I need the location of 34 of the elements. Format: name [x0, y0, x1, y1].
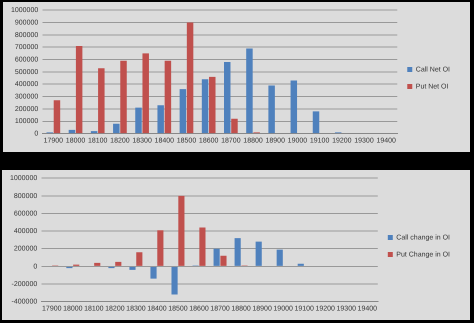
- bar: [202, 79, 208, 134]
- bar: [94, 262, 100, 266]
- bar: [234, 238, 241, 266]
- bar: [142, 53, 149, 134]
- bar: [68, 130, 76, 134]
- bar: [214, 248, 220, 266]
- bar: [164, 60, 172, 134]
- bar: [171, 266, 178, 295]
- bar: [246, 48, 253, 134]
- bar: [54, 100, 60, 134]
- bar: [186, 22, 194, 134]
- bar: [209, 76, 216, 134]
- bar: [135, 108, 142, 134]
- bar: [268, 85, 275, 134]
- bar: [157, 105, 164, 134]
- bar: [157, 230, 164, 266]
- bar: [115, 262, 122, 266]
- bar: [290, 80, 298, 134]
- bar: [224, 62, 230, 134]
- bar: [136, 252, 142, 266]
- bar: [180, 89, 186, 134]
- bar: [129, 266, 136, 270]
- bar: [312, 111, 320, 134]
- bar: [76, 46, 82, 134]
- bar: [150, 266, 157, 279]
- bar: [113, 124, 120, 134]
- bar: [220, 256, 227, 266]
- bar: [231, 118, 238, 134]
- bar: [120, 60, 127, 134]
- bar: [98, 68, 105, 134]
- bar: [276, 250, 283, 266]
- bar: [199, 228, 206, 266]
- bar: [178, 196, 184, 266]
- bar: [256, 242, 262, 266]
